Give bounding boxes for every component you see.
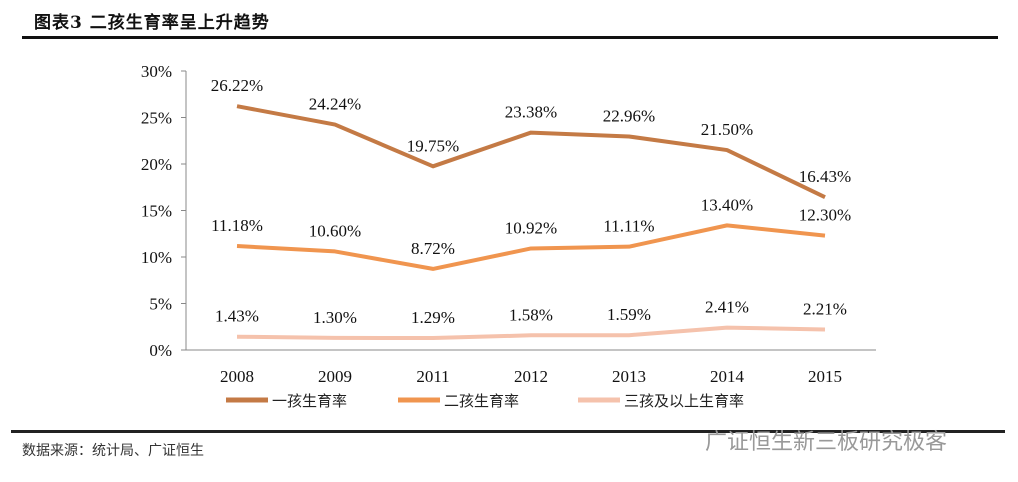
legend-label: 二孩生育率 [444,392,519,410]
data-label: 11.18% [211,216,263,235]
data-label: 26.22% [211,76,263,95]
data-label: 12.30% [799,206,851,225]
y-tick-label: 30% [141,62,172,81]
divider [22,36,998,39]
data-label: 1.58% [509,305,553,324]
data-label: 1.30% [313,308,357,327]
data-label: 2.21% [803,299,847,318]
data-label: 13.40% [701,195,753,214]
data-label: 8.72% [411,239,455,258]
data-label: 21.50% [701,120,753,139]
x-tick-label: 2012 [514,367,548,386]
data-label: 1.59% [607,305,651,324]
data-label: 1.29% [411,308,455,327]
series-line-3 [236,325,826,341]
data-label: 2.41% [705,298,749,317]
series-line-2 [236,223,826,271]
y-tick-label: 15% [141,202,172,221]
data-label: 24.24% [309,95,361,114]
divider [11,430,1005,433]
data-label: 19.75% [407,136,459,155]
legend-label: 三孩及以上生育率 [624,392,744,410]
data-label: 23.38% [505,103,557,122]
data-label: 10.92% [505,218,557,237]
x-tick-label: 2009 [318,367,352,386]
x-tick-label: 2013 [612,367,646,386]
y-tick-label: 25% [141,109,172,128]
data-label: 10.60% [309,221,361,240]
y-tick-label: 20% [141,155,172,174]
x-tick-label: 2014 [710,367,745,386]
source-note: 数据来源：统计局、广证恒生 [22,443,204,459]
x-tick-label: 2008 [220,367,254,386]
data-label: 1.43% [215,307,259,326]
x-tick-label: 2011 [416,367,449,386]
watermark: 广证恒生新三板研究极客 [705,430,948,455]
x-tick-label: 2015 [808,367,842,386]
y-tick-label: 5% [149,295,172,314]
chart-title: 图表3 二孩生育率呈上升趋势 [34,13,270,33]
legend-label: 一孩生育率 [272,392,347,410]
y-tick-label: 0% [149,341,172,360]
series-line-1 [236,104,826,200]
data-label: 11.11% [603,217,654,236]
data-label: 16.43% [799,167,851,186]
data-label: 22.96% [603,106,655,125]
y-tick-label: 10% [141,248,172,267]
